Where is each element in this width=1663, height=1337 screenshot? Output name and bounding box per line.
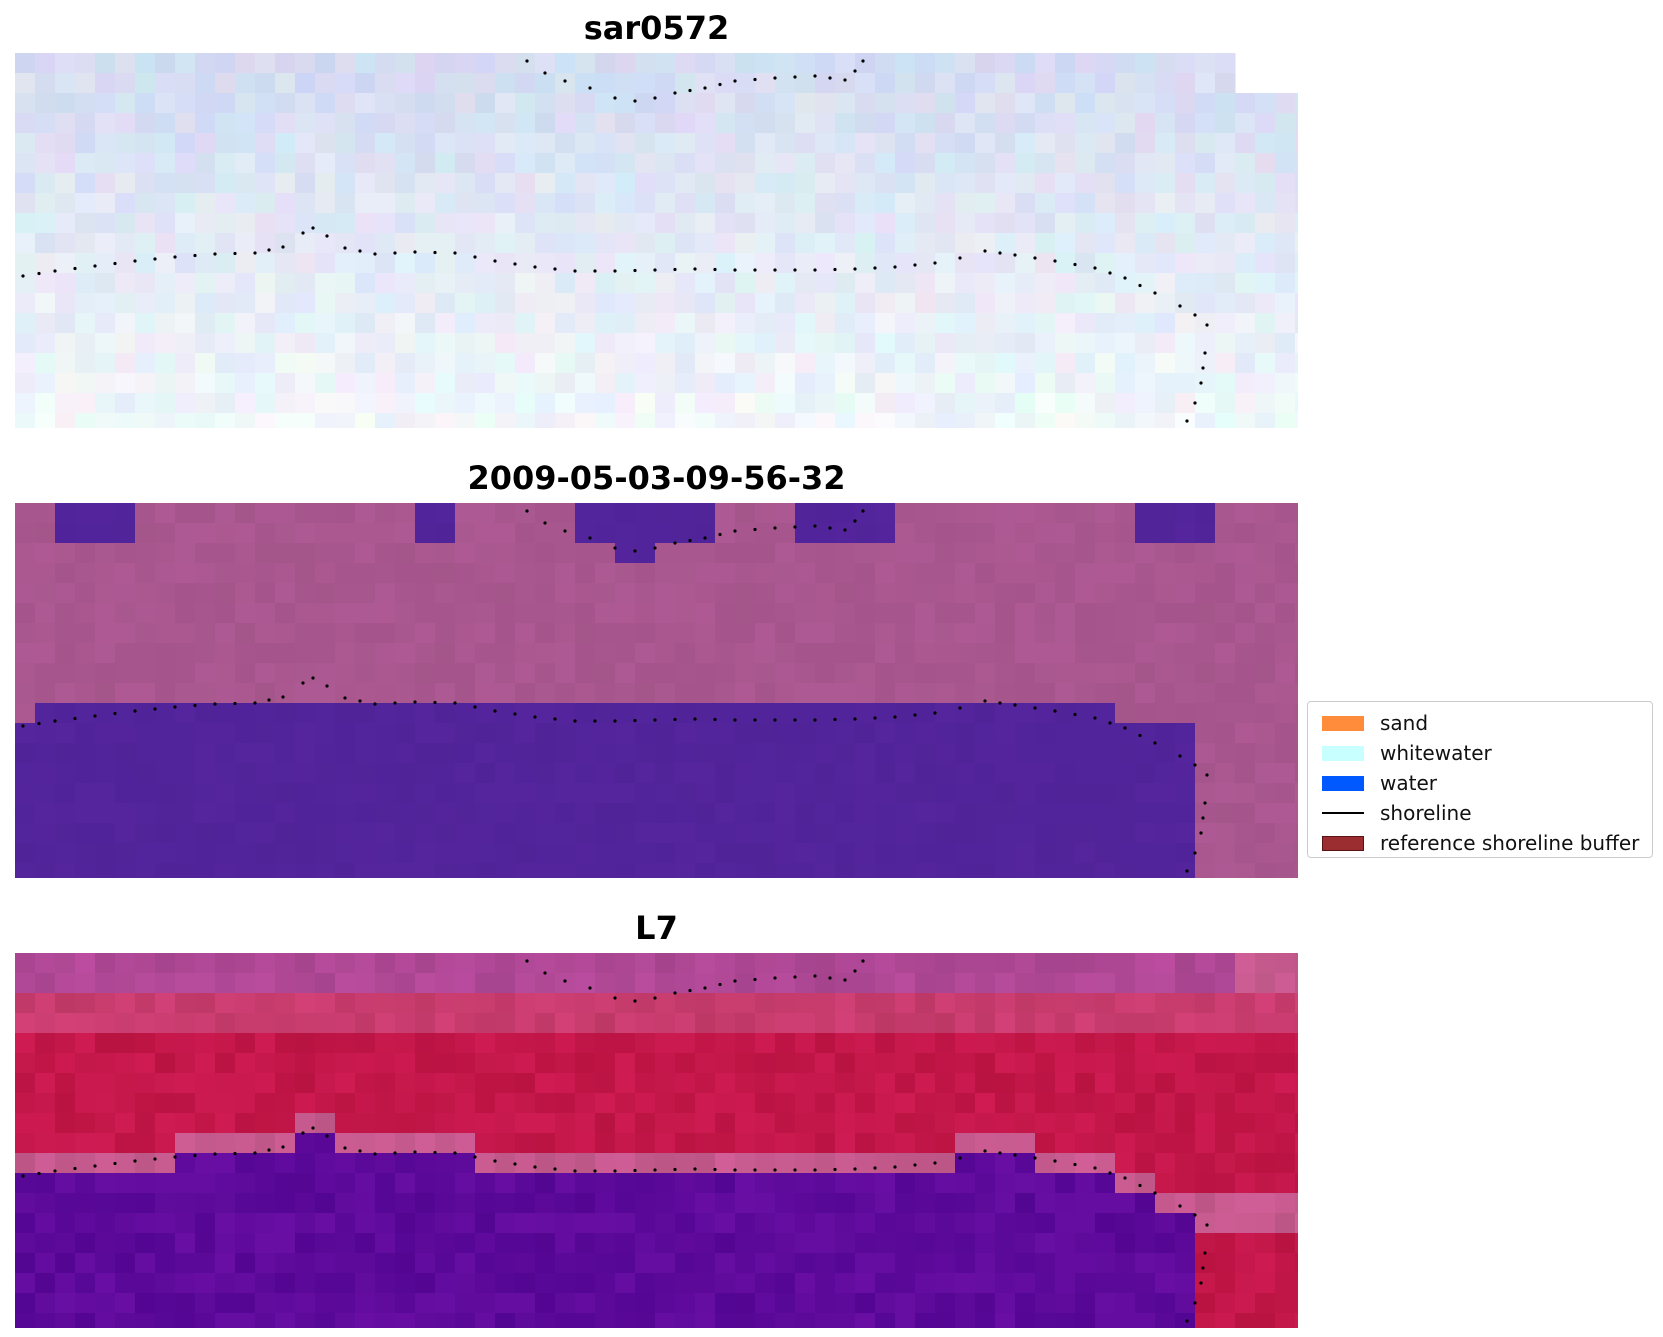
shoreline-trace [21,676,1209,873]
panel-title-date: 2009-05-03-09-56-32 [467,459,846,497]
offshore-contour-trace [525,59,865,103]
legend: sand whitewater water shoreline referenc… [1307,701,1653,858]
legend-label-water: water [1380,771,1437,795]
legend-item-water: water [1316,768,1644,798]
shoreline-line-icon [1322,812,1364,814]
legend-label-sand: sand [1380,711,1429,735]
offshore-contour-trace [525,509,865,553]
whitewater-swatch-icon [1322,745,1364,761]
legend-item-shoreline: shoreline [1316,798,1644,828]
legend-item-sand: sand [1316,708,1644,738]
offshore-contour-trace [525,959,865,1003]
shoreline-trace [21,1126,1209,1323]
panel-title-sar: sar0572 [583,9,730,47]
index-image-panel [15,953,1298,1328]
legend-label-whitewater: whitewater [1380,741,1492,765]
legend-item-buffer: reference shoreline buffer [1316,828,1644,858]
buffer-swatch-icon [1322,835,1364,851]
panel-title-l7: L7 [635,909,678,947]
legend-label-shoreline: shoreline [1380,801,1472,825]
classification-panel [15,503,1298,878]
legend-item-whitewater: whitewater [1316,738,1644,768]
water-swatch-icon [1322,775,1364,791]
shoreline-trace [21,226,1209,423]
sand-swatch-icon [1322,715,1364,731]
legend-label-buffer: reference shoreline buffer [1380,831,1640,855]
sar-image-panel [15,53,1298,428]
